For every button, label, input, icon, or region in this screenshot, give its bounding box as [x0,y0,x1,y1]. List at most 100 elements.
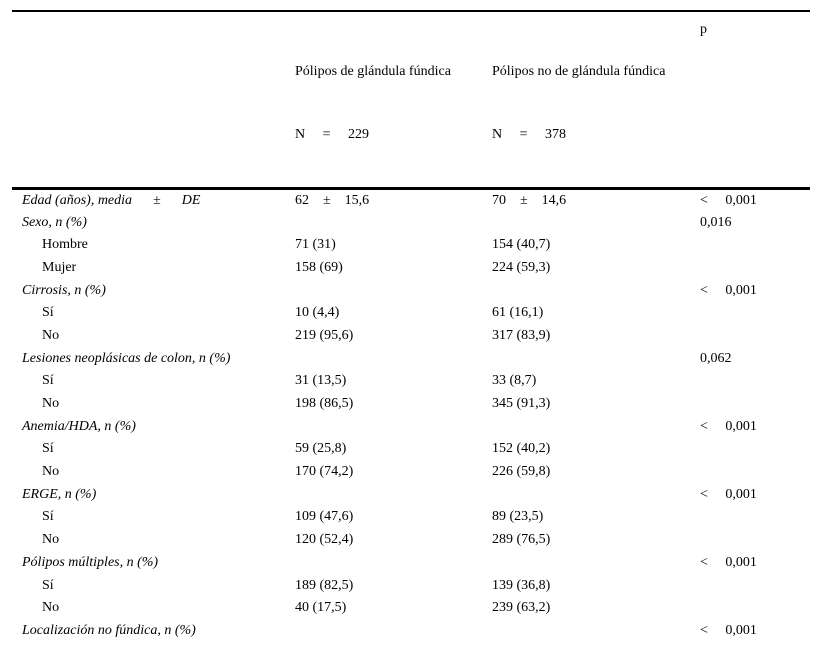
comparison-table: Pólipos de glándula fúndica N = 229 Póli… [12,10,810,647]
group1-value-cell: 198 (86,5) [295,396,354,412]
p-value-cell [700,642,810,647]
group1-value-cell: 120 (52,4) [295,532,354,548]
row-label-cell: Sexo, n (%) [22,214,87,230]
table-row: Edad (años), media ± DE 62 ± 15,6 70 ± 14,… [12,189,810,212]
row-label-cell: No [42,464,60,480]
row-label-cell: Sí [42,373,54,389]
row-label-cell: Sí [42,577,54,593]
group2-value-cell [492,415,700,438]
row-label-cell: Sí [42,509,54,525]
group1-value-cell: 62 ± 15,6 [295,192,370,208]
row-label-cell: ERGE, n (%) [22,486,97,502]
table-row: No 40 (17,5) 239 (63,2) [12,597,810,620]
table-row: Localización no fúndica, n (%) < 0,001 [12,620,810,643]
group2-value-cell: 152 (40,2) [492,441,551,457]
group1-value-cell: 59 (25,8) [295,441,347,457]
table-row: No 219 (95,6) 317 (83,9) [12,325,810,348]
row-label-cell: Hombre [42,237,88,253]
table-row: Sí 109 (47,6) 89 (23,5) [12,506,810,529]
table-row: Pólipos múltiples, n (%) < 0,001 [12,552,810,575]
group2-value-cell: 226 (59,8) [492,464,551,480]
group2-value-cell [492,620,700,643]
group2-value-cell: 89 (23,5) [492,509,544,525]
row-label-cell: No [42,600,60,616]
p-value-cell: < 0,001 [700,486,757,502]
row-label-cell: Sí [42,441,54,457]
group2-value-cell: 33 (8,7) [492,373,537,389]
header-group1-column: Pólipos de glándula fúndica N = 229 [295,11,492,190]
group1-value-cell: 162 (70,7) [295,642,492,647]
group1-value-cell: 71 (31) [295,237,336,253]
p-value-cell [700,325,810,348]
p-value-cell [700,393,810,416]
group1-value-cell [295,552,492,575]
p-value-cell [700,574,810,597]
group2-value-cell: 317 (83,9) [492,327,551,343]
p-value-cell: < 0,001 [700,554,757,570]
row-label-cell: Lesiones neoplásicas de colon, n (%) [22,350,231,366]
row-label-cell: Localización no fúndica, n (%) [22,622,196,638]
group2-value-cell: 345 (91,3) [492,396,551,412]
p-value-cell: 0,062 [700,350,732,366]
group2-value-cell [492,279,700,302]
p-value-cell [700,597,810,620]
group2-value-cell: 58 (15,3) [492,642,700,647]
group2-value-cell [492,347,700,370]
p-value-cell [700,234,810,257]
table-row: No 170 (74,2) 226 (59,8) [12,461,810,484]
row-label-cell: No [42,396,60,412]
group1-value-cell: 219 (95,6) [295,327,354,343]
table-row: Sí 189 (82,5) 139 (36,8) [12,574,810,597]
table-row: ERGE, n (%) < 0,001 [12,483,810,506]
group1-value-cell: 10 (4,4) [295,305,340,321]
p-value-cell [700,257,810,280]
header-group2-column: Pólipos no de glándula fúndica N = 378 [492,11,700,190]
row-label-cell: No [42,532,60,548]
table-row: Sexo, n (%) 0,016 [12,211,810,234]
group2-value-cell: 239 (63,2) [492,600,551,616]
row-label-cell: No [42,327,60,343]
p-value-cell [700,370,810,393]
group1-value-cell: 40 (17,5) [295,600,347,616]
table-header: Pólipos de glándula fúndica N = 229 Póli… [12,11,810,190]
p-value-cell [700,461,810,484]
p-value-cell [700,506,810,529]
row-label-cell: Sí [12,642,295,647]
table-row: No 198 (86,5) 345 (91,3) [12,393,810,416]
group1-value-cell [295,483,492,506]
group1-value-cell [295,279,492,302]
table-row: Sí 59 (25,8) 152 (40,2) [12,438,810,461]
p-value-cell [700,302,810,325]
header-p-column: p [700,11,810,190]
p-value-cell [700,438,810,461]
group2-value-cell: 154 (40,7) [492,237,551,253]
table-row: Anemia/HDA, n (%) < 0,001 [12,415,810,438]
group1-sample-size: N = 229 [295,127,370,142]
row-label-cell: Anemia/HDA, n (%) [22,418,136,434]
p-value-cell: < 0,001 [700,622,757,638]
group2-value-cell [492,552,700,575]
group2-value-cell: 61 (16,1) [492,305,544,321]
group1-value-cell [295,347,492,370]
row-label-cell: Pólipos múltiples, n (%) [22,554,159,570]
row-label-cell: Mujer [42,259,77,275]
row-label-cell: Sí [42,305,54,321]
header-variable-column [12,11,295,190]
row-label-cell: Edad (años), media ± DE [22,192,201,208]
group2-value-cell: 224 (59,3) [492,259,551,275]
p-value-cell: 0,016 [700,214,732,230]
table-row: No 120 (52,4) 289 (76,5) [12,529,810,552]
p-value-cell: < 0,001 [700,418,757,434]
p-value-cell [700,529,810,552]
table-row: Sí 31 (13,5) 33 (8,7) [12,370,810,393]
group1-title: Pólipos de glándula fúndica [295,64,451,79]
group1-value-cell [295,211,492,234]
group1-value-cell: 170 (74,2) [295,464,354,480]
table-row: Lesiones neoplásicas de colon, n (%) 0,06… [12,347,810,370]
table-body: Edad (años), media ± DE 62 ± 15,6 70 ± 14,… [12,189,810,647]
group1-value-cell: 158 (69) [295,259,343,275]
p-value-cell: < 0,001 [700,192,757,208]
table-row: Hombre 71 (31) 154 (40,7) [12,234,810,257]
group2-value-cell [492,483,700,506]
table-row: Sí162 (70,7)58 (15,3) [12,642,810,647]
